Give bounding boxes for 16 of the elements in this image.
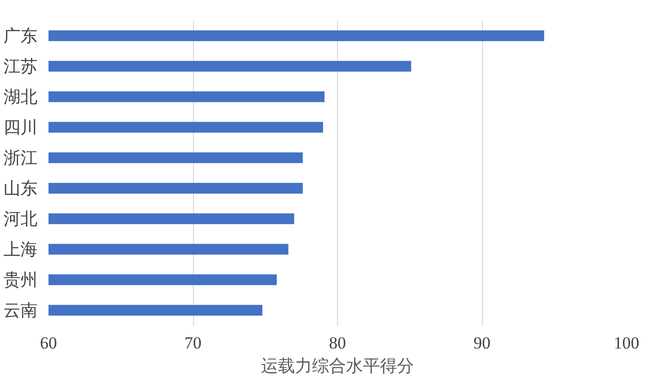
y-tick-label: 河北 <box>4 209 38 228</box>
x-tick-label: 100 <box>614 334 640 352</box>
y-tick-label: 广东 <box>4 26 38 46</box>
y-tick-label: 上海 <box>4 240 38 259</box>
y-tick-label: 贵州 <box>4 270 38 290</box>
x-tick-label: 70 <box>184 334 202 352</box>
x-tick-label: 60 <box>40 334 57 352</box>
y-tick-label: 四川 <box>4 118 38 137</box>
y-tick-label: 江苏 <box>4 56 38 76</box>
y-tick-label: 湖北 <box>4 87 38 106</box>
y-tick-label: 云南 <box>4 300 38 320</box>
x-axis-title: 运载力综合水平得分 <box>261 356 414 376</box>
x-tick-label: 80 <box>329 334 346 352</box>
y-tick-label: 浙江 <box>4 148 38 168</box>
x-tick-label: 90 <box>474 334 490 352</box>
y-tick-label: 山东 <box>4 178 38 198</box>
